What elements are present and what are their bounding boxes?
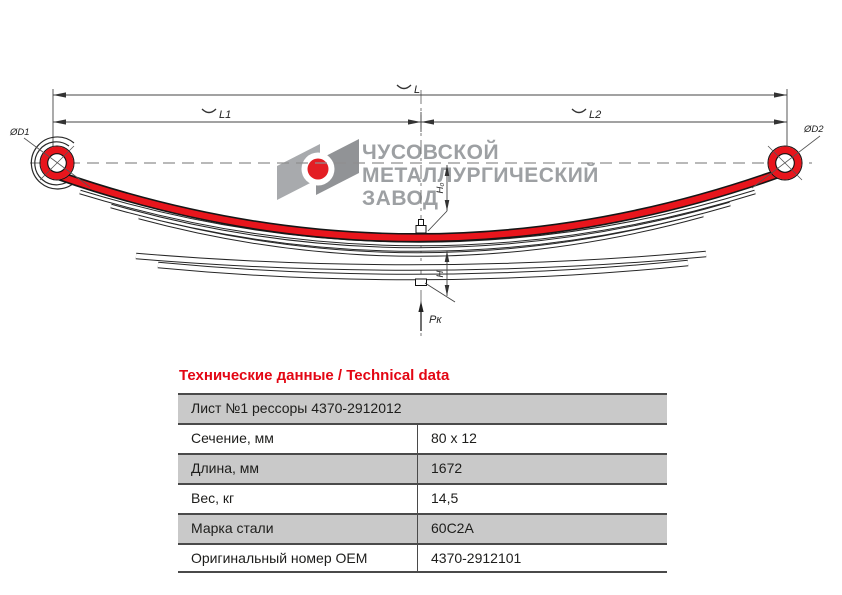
row-label: Длина, мм [191, 460, 260, 476]
row-value: 4370-2912101 [417, 545, 667, 571]
dim-label-L: L [414, 84, 420, 96]
table-row: Вес, кг 14,5 [178, 483, 667, 513]
logo-mark-icon [277, 139, 359, 200]
dimension-H: Н [424, 251, 456, 303]
force-label: Рк [429, 314, 442, 326]
eye-diameter-label-left: ØD1 [9, 127, 30, 138]
row-label: Сечение, мм [191, 430, 274, 446]
table-header-row: Лист №1 рессоры 4370-2912012 [178, 393, 667, 423]
load-arrow-Pk: Рк [418, 301, 442, 331]
table-row: Сечение, мм 80 x 12 [178, 423, 667, 453]
logo-line2: МЕТАЛЛУРГИЧЕСКИЙ [362, 163, 599, 187]
dim-label-L1: L1 [219, 109, 231, 121]
logo-line3: ЗАВОД [362, 187, 438, 210]
spring-eye-right [751, 135, 821, 189]
leaf-stack [58, 168, 782, 281]
table-title: Технические данные / Technical data [179, 367, 450, 384]
technical-data-section: Технические данные / Technical data Лист… [178, 367, 667, 573]
wrapper-leaf [30, 136, 78, 190]
company-logo: ЧУСОВСКОЙ МЕТАЛЛУРГИЧЕСКИЙ ЗАВОД [277, 139, 599, 210]
center-bolt-top [415, 219, 427, 234]
dimension-L1-L2: L1 L2 [53, 108, 787, 132]
table-row: Длина, мм 1672 [178, 453, 667, 483]
row-label: Оригинальный номер OEM [191, 550, 368, 566]
dim-label-L2: L2 [589, 109, 601, 121]
part-name: Лист №1 рессоры 4370-2912012 [191, 400, 402, 416]
arc-length-symbol [571, 108, 587, 114]
eye-diameter-label-right: ØD2 [803, 124, 824, 135]
dimension-L: L [52, 84, 788, 151]
arc-length-symbol [201, 108, 217, 114]
center-bolt-bottom [415, 278, 427, 286]
row-label: Вес, кг [191, 490, 235, 506]
table-row: Марка стали 60С2А [178, 513, 667, 543]
arc-length-symbol [396, 84, 412, 90]
height-label-H0: Н₀ [435, 183, 446, 194]
row-value: 80 x 12 [417, 425, 667, 453]
leaf-spring-drawing: ЧУСОВСКОЙ МЕТАЛЛУРГИЧЕСКИЙ ЗАВОД L L1 [9, 84, 824, 338]
row-value: 14,5 [417, 485, 667, 513]
dimension-H0: Н₀ [427, 165, 450, 232]
row-value: 1672 [417, 455, 667, 483]
row-label: Марка стали [191, 520, 274, 536]
logo-line1: ЧУСОВСКОЙ [362, 140, 499, 164]
spring-eye-left [23, 137, 91, 188]
row-value: 60С2А [417, 515, 667, 543]
technical-data-table: Лист №1 рессоры 4370-2912012 Сечение, мм… [178, 393, 667, 573]
height-label-H: Н [435, 270, 446, 277]
table-row: Оригинальный номер OEM 4370-2912101 [178, 543, 667, 573]
